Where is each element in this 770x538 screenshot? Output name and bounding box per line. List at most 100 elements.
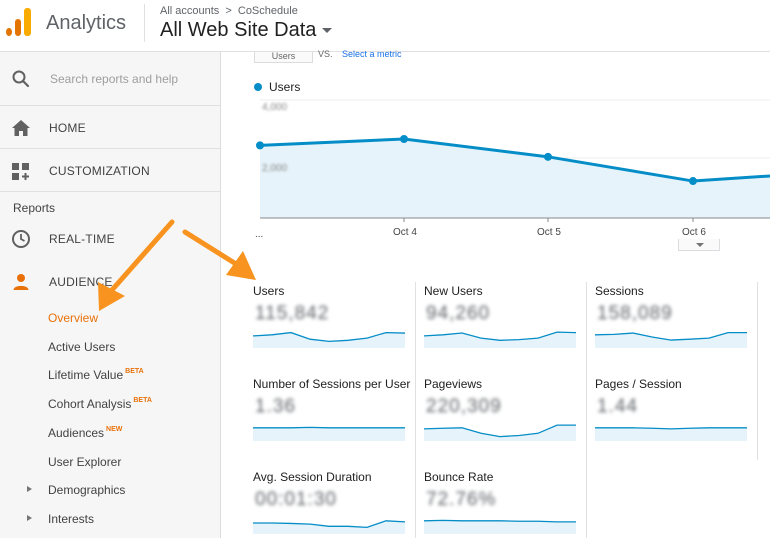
x-tick-label: ... <box>255 229 264 240</box>
sidebar-item-label: CUSTOMIZATION <box>49 164 150 178</box>
card-divider <box>757 282 758 460</box>
sidebar-item-interests[interactable]: Interests <box>48 512 95 526</box>
app-name: Analytics <box>46 12 127 34</box>
x-tick-label: Oct 6 <box>682 227 706 238</box>
sparkline-area <box>253 332 405 348</box>
sparkline <box>595 331 747 348</box>
expand-triangle-icon[interactable] <box>27 486 32 492</box>
sparkline-line <box>253 331 405 343</box>
card-title: Avg. Session Duration <box>253 470 372 484</box>
sparkline-area <box>424 520 576 534</box>
search-placeholder: Search reports and help <box>50 72 179 86</box>
metric-card-sessions[interactable]: Sessions 158,089 <box>595 284 755 366</box>
metric-card-pages-per-session[interactable]: Pages / Session 1.44 <box>595 377 755 459</box>
sparkline-area <box>424 425 576 441</box>
sidebar-item-customization[interactable]: CUSTOMIZATION <box>0 150 220 192</box>
card-value: 220,309 <box>426 396 502 417</box>
chart-svg <box>256 99 770 222</box>
card-value: 1.44 <box>597 396 638 417</box>
x-tick-label: Oct 5 <box>537 227 561 238</box>
sidebar-item-label: AUDIENCE <box>49 275 113 289</box>
top-header: Analytics All accounts > CoSchedule All … <box>0 0 770 52</box>
vs-label: VS. <box>318 49 333 59</box>
sparkline-area <box>595 427 747 441</box>
sparkline <box>424 519 576 534</box>
metric-card-bounce-rate[interactable]: Bounce Rate 72.76% <box>424 470 584 538</box>
beta-badge: BETA <box>125 368 144 375</box>
sparkline-area <box>253 427 405 441</box>
breadcrumb-property[interactable]: CoSchedule <box>237 5 298 17</box>
sidebar-item-active-users[interactable]: Active Users <box>48 340 116 354</box>
sidebar-item-cohort-analysis[interactable]: Cohort Analysis BETA <box>48 397 152 411</box>
sidebar-item-lifetime-value[interactable]: Lifetime Value BETA <box>48 368 144 382</box>
header-divider <box>144 4 145 42</box>
x-tick-label: Oct 4 <box>393 227 417 238</box>
card-value: 00:01:30 <box>255 489 337 510</box>
customization-icon <box>12 163 29 180</box>
users-line-chart[interactable]: 4,000 2,000 ... Oct 4 Oct 5 Oct 6 <box>222 96 770 296</box>
card-title: Pageviews <box>424 377 483 391</box>
metric-card-avg-session-duration[interactable]: Avg. Session Duration 00:01:30 <box>253 470 413 538</box>
card-value: 115,842 <box>255 303 330 324</box>
metric-card-users[interactable]: Users 115,842 <box>253 284 413 366</box>
breadcrumb-accounts[interactable]: All accounts <box>160 5 220 17</box>
series-area <box>260 138 770 218</box>
card-value: 72.76% <box>426 489 497 510</box>
y-tick-label: 4,000 <box>262 102 288 113</box>
sparkline-line <box>424 424 576 438</box>
arrow-to-users-card-icon <box>182 229 239 267</box>
metric-card-pageviews[interactable]: Pageviews 220,309 <box>424 377 584 459</box>
home-icon <box>12 120 30 136</box>
sparkline <box>424 424 576 441</box>
clock-icon <box>12 230 30 248</box>
chart-legend[interactable]: Users <box>254 80 300 94</box>
sparkline <box>595 427 747 441</box>
collapse-chart-tab[interactable] <box>678 239 720 251</box>
sidebar-item-demographics[interactable]: Demographics <box>48 483 126 497</box>
beta-badge: BETA <box>133 397 152 404</box>
sidebar-item-audience[interactable]: AUDIENCE <box>0 261 220 303</box>
sidebar-item-home[interactable]: HOME <box>0 107 220 149</box>
sidebar-item-label: HOME <box>49 121 86 135</box>
data-point <box>400 134 408 143</box>
sidebar-item-realtime[interactable]: REAL-TIME <box>0 218 220 260</box>
sparkline-line <box>595 331 747 341</box>
view-selector[interactable]: All Web Site Data <box>160 19 333 42</box>
metric-selector[interactable]: Users <box>254 52 313 63</box>
card-title: Pages / Session <box>595 377 682 391</box>
metric-card-sessions-per-user[interactable]: Number of Sessions per User 1.36 <box>253 377 413 459</box>
sparkline <box>424 331 576 348</box>
card-title: Bounce Rate <box>424 470 494 484</box>
sparkline <box>253 520 405 534</box>
sparkline-line <box>424 519 576 523</box>
card-divider <box>586 282 587 538</box>
data-point <box>689 177 697 186</box>
data-point <box>256 141 264 150</box>
card-title: New Users <box>424 284 483 298</box>
main-content: Users VS. Select a metric Users 4,000 2,… <box>222 49 770 538</box>
arrow-head-overview-icon <box>98 282 125 311</box>
sidebar-item-overview[interactable]: Overview <box>48 311 99 325</box>
sidebar-item-label: REAL-TIME <box>49 232 115 246</box>
sparkline <box>253 331 405 348</box>
analytics-logo-icon[interactable] <box>6 8 32 36</box>
select-metric-link[interactable]: Select a metric <box>342 49 402 59</box>
reports-heading: Reports <box>13 201 56 215</box>
data-point <box>544 152 552 161</box>
card-value: 1.36 <box>255 396 296 417</box>
sidebar-item-user-explorer[interactable]: User Explorer <box>48 455 122 469</box>
search-icon <box>12 70 30 88</box>
search-reports-input[interactable]: Search reports and help <box>0 52 220 106</box>
breadcrumb[interactable]: All accounts > CoSchedule <box>160 5 298 17</box>
sparkline <box>253 426 405 441</box>
card-title: Sessions <box>595 284 644 298</box>
sidebar-item-audiences[interactable]: Audiences NEW <box>48 426 123 440</box>
person-icon <box>13 274 29 290</box>
view-name: All Web Site Data <box>160 19 317 41</box>
sparkline-line <box>424 331 576 341</box>
metric-card-new-users[interactable]: New Users 94,260 <box>424 284 584 366</box>
expand-triangle-icon[interactable] <box>27 515 32 521</box>
card-value: 158,089 <box>597 303 673 324</box>
